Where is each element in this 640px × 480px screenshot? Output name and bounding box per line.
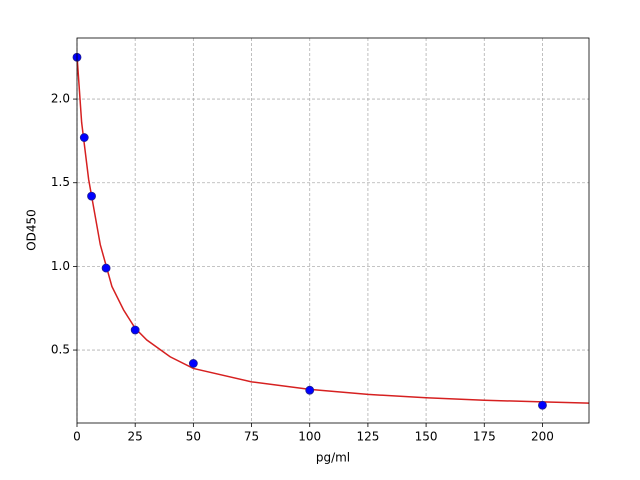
x-tick-label: 75	[244, 430, 259, 444]
x-tick-label: 100	[298, 430, 321, 444]
x-axis-label: pg/ml	[316, 451, 350, 465]
y-tick-label: 2.0	[51, 92, 70, 106]
y-tick-label: 1.0	[51, 259, 70, 273]
data-point	[305, 385, 315, 395]
data-point	[188, 359, 198, 368]
x-tick-label: 125	[356, 430, 379, 444]
y-axis-label: OD450	[25, 209, 39, 251]
x-tick-label: 25	[128, 430, 143, 444]
x-tick-label: 150	[415, 430, 438, 444]
data-point	[538, 400, 547, 410]
y-tick-label: 1.5	[51, 175, 70, 189]
plot-area	[77, 38, 589, 423]
data-point	[79, 133, 89, 142]
data-point	[101, 263, 111, 273]
x-tick-label: 175	[473, 430, 496, 444]
data-point	[130, 325, 140, 335]
x-tick-label: 0	[73, 430, 81, 444]
data-point	[87, 191, 96, 201]
x-tick-label: 200	[531, 430, 554, 444]
y-tick-label: 0.5	[51, 343, 70, 357]
fit-curve	[76, 55, 590, 404]
axes-frame	[76, 37, 590, 424]
x-tick-label: 50	[186, 430, 201, 444]
